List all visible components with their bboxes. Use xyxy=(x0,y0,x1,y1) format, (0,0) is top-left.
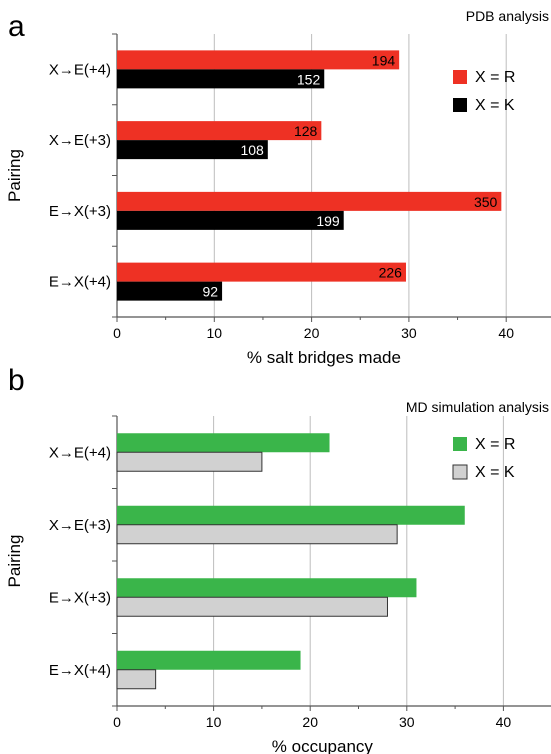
chart-panel-b: b MD simulation analysis 0 10 20 30 40 X→E(+4) X… xyxy=(5,364,551,754)
bar-k xyxy=(117,210,344,230)
category-label: X→E(+4) xyxy=(49,444,111,461)
bar-r xyxy=(117,505,465,525)
bar-k xyxy=(116,524,398,545)
bar-r xyxy=(117,262,406,282)
legend-label: X = K xyxy=(475,464,515,481)
x-tick-label: 0 xyxy=(113,714,121,730)
bar-r xyxy=(117,50,400,70)
category-label: E→X(+4) xyxy=(49,274,111,291)
legend-swatch xyxy=(452,464,468,480)
data-label: 226 xyxy=(379,265,403,281)
category-label: X→E(+4) xyxy=(49,61,111,78)
panel-letter: b xyxy=(8,364,25,397)
bar-k xyxy=(117,281,223,301)
category-label: E→X(+3) xyxy=(49,589,111,606)
x-tick-label: 20 xyxy=(302,714,318,730)
data-label: 152 xyxy=(297,71,321,87)
x-tick-label: 0 xyxy=(113,325,121,341)
x-axis-title: % occupancy xyxy=(272,737,374,754)
legend-swatch xyxy=(453,437,467,451)
x-tick-label: 30 xyxy=(399,714,415,730)
bar-k xyxy=(117,140,268,160)
x-tick-label: 30 xyxy=(401,325,417,341)
y-axis-title: Pairing xyxy=(5,149,24,202)
data-label: 92 xyxy=(203,284,219,300)
bar-k xyxy=(117,69,325,89)
bar-r xyxy=(117,578,417,598)
category-label: X→E(+3) xyxy=(49,517,111,534)
bar-r xyxy=(117,121,322,141)
data-label: 194 xyxy=(372,52,396,68)
category-label: E→X(+4) xyxy=(49,662,111,679)
bar-r xyxy=(117,433,330,453)
chart-panel-a: a PDB analysis 0 10 20 30 40 X→E(+4) 194 152 X→E(+… xyxy=(5,8,551,367)
bar-r xyxy=(117,191,502,211)
bar-k xyxy=(116,669,157,690)
chart-title: PDB analysis xyxy=(466,8,549,24)
data-label: 199 xyxy=(316,213,340,229)
legend-label: X = R xyxy=(475,436,515,453)
x-tick-label: 40 xyxy=(496,714,512,730)
category-label: E→X(+3) xyxy=(49,203,111,220)
legend-label: X = R xyxy=(475,69,515,86)
data-label: 350 xyxy=(474,194,498,210)
chart-title: MD simulation analysis xyxy=(406,399,549,415)
legend-swatch xyxy=(453,98,467,112)
legend-label: X = K xyxy=(475,97,515,114)
data-label: 128 xyxy=(294,123,318,139)
legend-swatch xyxy=(453,70,467,84)
y-axis-title: Pairing xyxy=(5,535,24,588)
bar-r xyxy=(117,650,301,670)
bar-k xyxy=(116,451,263,472)
bar-k xyxy=(116,596,388,617)
x-tick-label: 20 xyxy=(304,325,320,341)
x-tick-label: 40 xyxy=(498,325,514,341)
x-tick-label: 10 xyxy=(207,325,223,341)
category-label: X→E(+3) xyxy=(49,132,111,149)
x-axis-title: % salt bridges made xyxy=(247,348,401,367)
data-label: 108 xyxy=(240,142,264,158)
panel-letter: a xyxy=(8,10,25,43)
x-tick-label: 10 xyxy=(206,714,222,730)
